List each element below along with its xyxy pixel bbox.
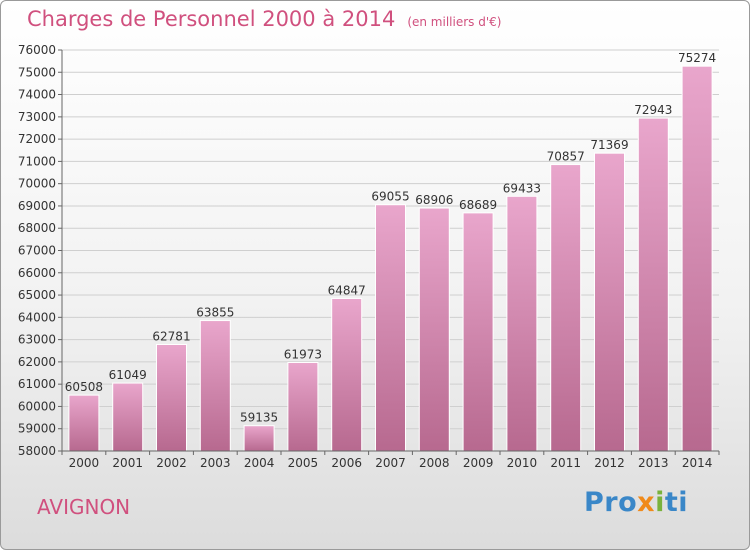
x-tick-label: 2008 <box>419 456 450 470</box>
bar <box>243 425 275 452</box>
y-axis: 58000 59000 60000 61000 62000 63000 64000 65000… <box>18 43 63 458</box>
x-tick-label: 2002 <box>156 456 187 470</box>
data-label: 61973 <box>284 347 322 361</box>
bar <box>112 382 144 452</box>
logo-part: Pro <box>584 487 638 518</box>
data-label: 60508 <box>65 380 103 394</box>
y-tick-label: 62000 <box>18 355 56 369</box>
chart-subtitle: (en milliers d'€) <box>407 15 502 29</box>
title-row: Charges de Personnel 2000 à 2014 (en mill… <box>27 7 501 31</box>
data-label: 70857 <box>547 150 585 164</box>
x-tick-label: 2009 <box>463 456 494 470</box>
data-label: 75274 <box>678 51 716 65</box>
bars <box>68 65 713 452</box>
data-labels: 60508 61049 62781 63855 59135 61973 64847 69055… <box>65 51 716 425</box>
data-label: 68689 <box>459 198 497 212</box>
x-axis: 2000 2001 2002 2003 2004 2005 2006 2007 2008 2009… <box>61 450 720 470</box>
bar <box>375 204 406 452</box>
y-tick-label: 58000 <box>18 444 56 458</box>
data-label: 69433 <box>503 181 541 195</box>
x-tick-label: 2010 <box>507 456 538 470</box>
y-tick-label: 60000 <box>18 399 56 413</box>
bar <box>331 297 363 452</box>
x-tick-label: 2011 <box>550 456 581 470</box>
logo-part: x <box>637 487 656 518</box>
bar <box>199 320 231 452</box>
x-tick-label: 2001 <box>112 456 143 470</box>
y-tick-label: 65000 <box>18 288 56 302</box>
bar <box>68 394 100 452</box>
y-tick-label: 73000 <box>18 110 56 124</box>
data-label: 63855 <box>196 306 234 320</box>
data-label: 61049 <box>109 368 147 382</box>
y-tick-label: 74000 <box>18 88 56 102</box>
x-tick-label: 2014 <box>682 456 713 470</box>
x-tick-label: 2003 <box>200 456 231 470</box>
bar <box>681 65 713 452</box>
data-label: 62781 <box>152 329 190 343</box>
bar <box>506 195 538 452</box>
y-tick-label: 70000 <box>18 177 56 191</box>
y-tick-label: 76000 <box>18 43 56 57</box>
x-tick-label: 2012 <box>594 456 625 470</box>
y-tick-label: 68000 <box>18 221 56 235</box>
y-tick-label: 59000 <box>18 422 56 436</box>
y-tick-label: 69000 <box>18 199 56 213</box>
data-label: 64847 <box>328 283 366 297</box>
chart-title: Charges de Personnel 2000 à 2014 <box>27 7 396 31</box>
city-name: AVIGNON <box>37 495 131 519</box>
proxiti-logo: Proxiti <box>584 487 688 518</box>
data-label: 68906 <box>415 193 453 207</box>
y-tick-label: 71000 <box>18 154 56 168</box>
y-tick-label: 67000 <box>18 244 56 258</box>
bar <box>637 117 669 452</box>
x-tick-label: 2007 <box>375 456 406 470</box>
bar <box>550 164 582 452</box>
data-label: 72943 <box>634 103 672 117</box>
bar <box>462 212 494 452</box>
bar <box>594 152 625 452</box>
logo-part: ti <box>664 487 689 518</box>
y-tick-label: 63000 <box>18 333 56 347</box>
y-tick-label: 61000 <box>18 377 56 391</box>
data-label: 71369 <box>590 138 628 152</box>
y-tick-label: 64000 <box>18 310 56 324</box>
x-tick-label: 2013 <box>638 456 669 470</box>
x-tick-label: 2000 <box>69 456 100 470</box>
x-tick-label: 2004 <box>244 456 275 470</box>
data-label: 59135 <box>240 411 278 425</box>
x-tick-label: 2006 <box>331 456 362 470</box>
y-tick-label: 72000 <box>18 132 56 146</box>
y-tick-label: 75000 <box>18 65 56 79</box>
bar <box>287 361 319 452</box>
bar <box>156 343 187 452</box>
logo-part: i <box>655 487 665 518</box>
data-label: 69055 <box>371 190 409 204</box>
y-tick-label: 66000 <box>18 266 56 280</box>
x-tick-label: 2005 <box>288 456 319 470</box>
bar <box>418 207 450 452</box>
